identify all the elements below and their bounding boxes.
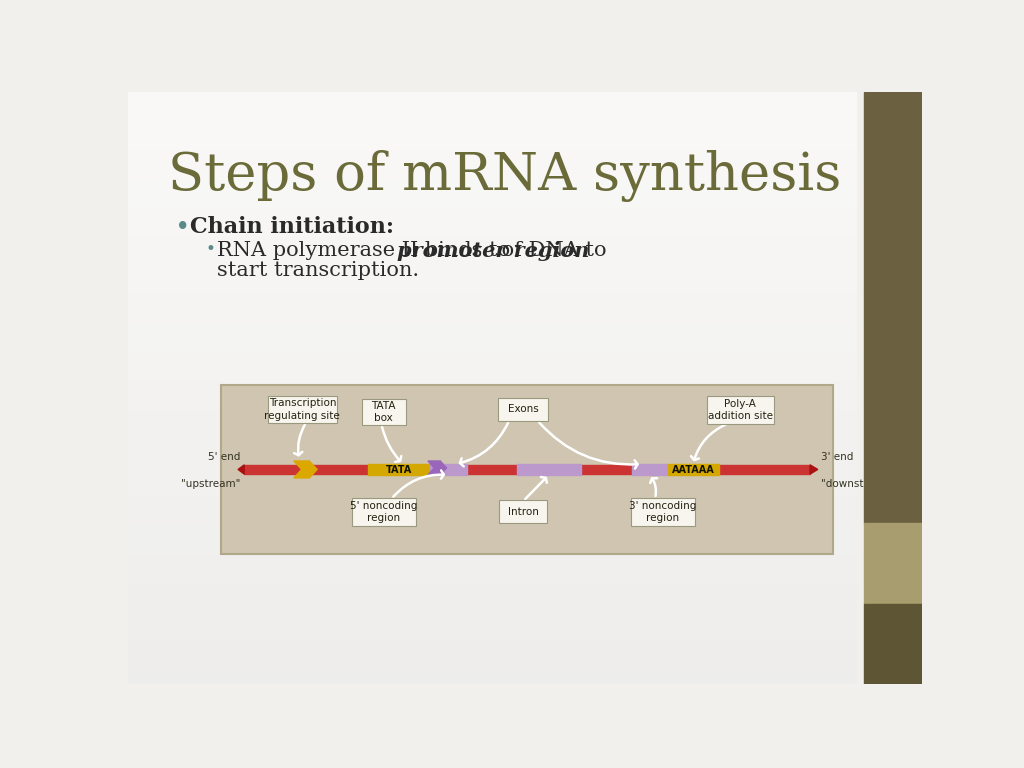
Polygon shape <box>294 461 317 478</box>
Text: •: • <box>176 217 189 237</box>
Bar <box>864 92 922 523</box>
Text: Intron: Intron <box>508 507 539 517</box>
Text: 3' noncoding
region: 3' noncoding region <box>629 501 696 523</box>
FancyBboxPatch shape <box>361 399 406 425</box>
Text: Steps of mRNA synthesis: Steps of mRNA synthesis <box>168 150 842 202</box>
Bar <box>669 464 719 475</box>
Bar <box>245 465 810 474</box>
Text: Exons: Exons <box>508 405 539 415</box>
Bar <box>517 464 582 475</box>
Text: "upstream": "upstream" <box>181 479 241 489</box>
Text: 5' noncoding
region: 5' noncoding region <box>350 501 418 523</box>
Text: TATA
box: TATA box <box>372 400 396 423</box>
FancyBboxPatch shape <box>221 385 834 554</box>
Text: 5' end: 5' end <box>208 452 241 462</box>
Polygon shape <box>238 465 245 474</box>
Text: RNA polymerase II binds to: RNA polymerase II binds to <box>217 241 517 260</box>
Bar <box>632 464 669 475</box>
Text: promoter region: promoter region <box>397 241 589 261</box>
Text: AATAAA: AATAAA <box>672 465 715 475</box>
Bar <box>369 464 430 475</box>
Text: of DNA to: of DNA to <box>496 241 607 260</box>
Bar <box>430 464 467 475</box>
FancyBboxPatch shape <box>267 396 337 423</box>
Text: start transcription.: start transcription. <box>217 261 419 280</box>
FancyBboxPatch shape <box>631 498 694 525</box>
Text: TATA: TATA <box>386 465 413 475</box>
Text: Poly-A
addition site: Poly-A addition site <box>708 399 773 422</box>
Text: •: • <box>206 241 215 258</box>
FancyBboxPatch shape <box>707 396 774 424</box>
Text: 3' end: 3' end <box>821 452 853 462</box>
FancyBboxPatch shape <box>499 398 548 421</box>
Polygon shape <box>810 465 818 474</box>
Text: Chain initiation:: Chain initiation: <box>190 216 394 238</box>
Bar <box>864 604 922 684</box>
Polygon shape <box>428 461 446 475</box>
Text: "downstream": "downstream" <box>821 479 895 489</box>
Text: Transcription
regulating site: Transcription regulating site <box>264 398 340 421</box>
Bar <box>864 523 922 604</box>
FancyBboxPatch shape <box>500 500 547 523</box>
FancyBboxPatch shape <box>352 498 416 525</box>
